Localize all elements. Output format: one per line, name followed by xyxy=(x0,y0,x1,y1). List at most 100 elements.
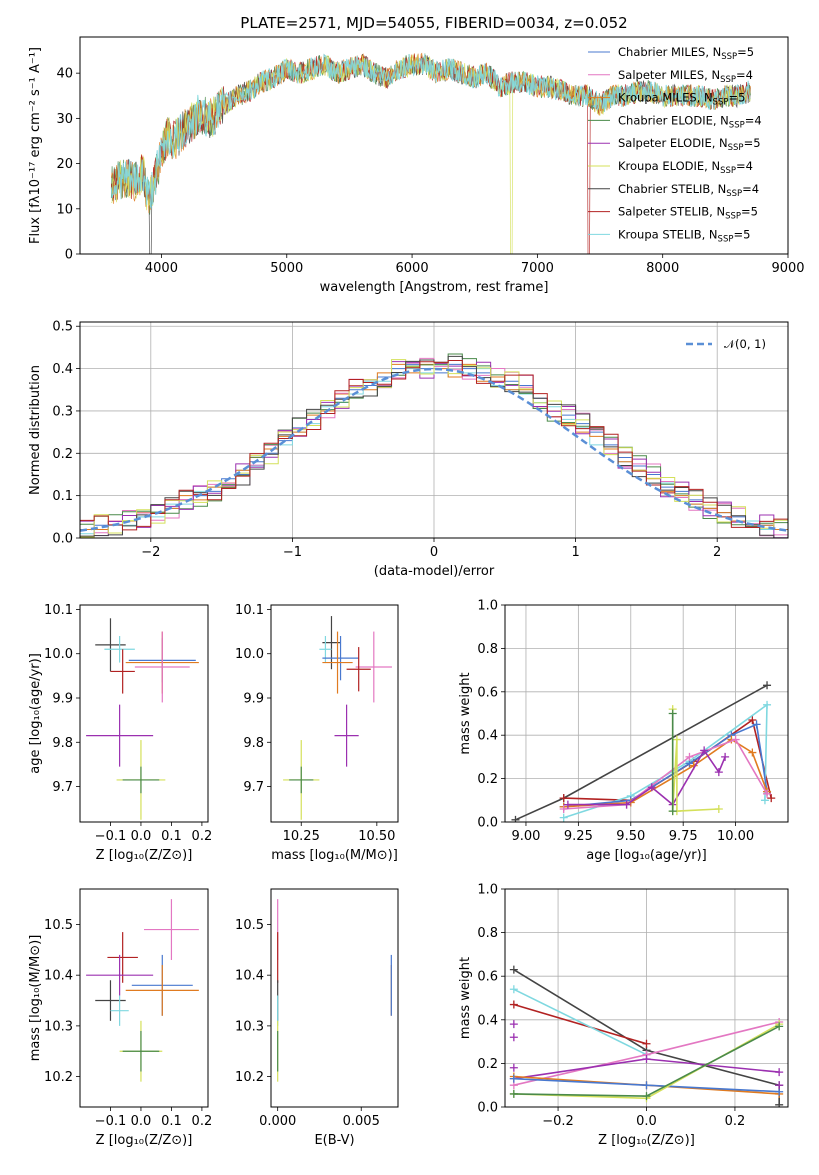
legend-label-sub: SSP xyxy=(720,75,736,85)
massweight_vs_Z-xtick-label: −0.2 xyxy=(542,1114,574,1129)
massweight_vs_age-series-salpeter-stelib-marker xyxy=(748,716,757,725)
spectrum-xtick-label: 5000 xyxy=(270,261,303,276)
age_vs_Z-xtick-label: −0.1 xyxy=(95,829,127,844)
spectrum-xtick-label: 7000 xyxy=(521,261,554,276)
massweight_vs_Z-ytick-label: 0.4 xyxy=(477,1013,498,1028)
age_vs_mass-plot-area xyxy=(283,616,392,820)
spectrum-plot-area xyxy=(110,52,751,254)
massweight_vs_age-series-salpeter-stelib-marker xyxy=(767,794,776,803)
massweight_vs_age-xlabel: age [log₁₀(age/yr)] xyxy=(586,848,707,863)
legend-label-main: Kroupa MILES, N xyxy=(618,91,713,105)
legend-label-8: Kroupa STELIB, NSSP=5 xyxy=(618,227,750,244)
mass_vs_Z-point-salpeter-miles xyxy=(144,899,199,960)
age_vs_mass-ytick-label: 9.7 xyxy=(243,780,264,795)
massweight_vs_age-series-salpeter-elodie-marker xyxy=(721,752,730,761)
legend-label-7: Salpeter STELIB, NSSP=5 xyxy=(618,205,758,222)
massweight_vs_age-series-kroupa-stelib-marker xyxy=(760,796,769,805)
mass_vs_Z-point-kroupa-miles xyxy=(125,965,199,1016)
gaussian-legend-label: 𝒩(0, 1) xyxy=(724,337,766,351)
age_vs_Z-point-salpeter-elodie xyxy=(86,704,154,767)
residuals-xtick-label: 2 xyxy=(713,545,721,560)
massweight_vs_age-series-chabrier-elodie-marker xyxy=(668,807,677,816)
massweight_vs_age-frame xyxy=(504,604,789,823)
age_vs_Z-xlabel: Z [log₁₀(Z/Z⊙)] xyxy=(96,848,193,863)
massweight_vs_Z-ytick-label: 0.8 xyxy=(477,926,498,941)
age_vs_mass-point-chabrier-elodie xyxy=(289,766,314,794)
age_vs_Z-xtick-label: 0.1 xyxy=(161,829,182,844)
residuals-ytick-label: 0.4 xyxy=(52,362,73,377)
age_vs_Z-xtick-label: 0.2 xyxy=(192,829,213,844)
mass_vs_ebv-ytick-label: 10.2 xyxy=(235,1070,264,1085)
massweight_vs_Z-series-chabrier-stelib-marker xyxy=(509,965,518,974)
residuals-plot-area xyxy=(80,353,788,538)
massweight_vs_Z-ytick-label: 0.0 xyxy=(477,1101,498,1116)
figure-title: PLATE=2571, MJD=54055, FIBERID=0034, z=0… xyxy=(240,14,627,32)
massweight_vs_age-series-salpeter-elodie-marker xyxy=(700,746,709,755)
massweight_vs_Z-ytick-label: 1.0 xyxy=(477,883,498,898)
legend-label-3: Chabrier ELODIE, NSSP=4 xyxy=(618,113,762,130)
spectrum-xtick-label: 8000 xyxy=(646,261,679,276)
massweight_vs_age-xtick-label: 10.00 xyxy=(717,829,754,844)
massweight_vs_Z-xlabel: Z [log₁₀(Z/Z⊙)] xyxy=(598,1133,695,1148)
mass_vs_Z-xtick-label: 0.2 xyxy=(192,1114,213,1129)
age_vs_mass-ytick-label: 9.9 xyxy=(243,692,264,707)
massweight_vs_Z-series-chabrier-elodie-marker xyxy=(775,1022,784,1031)
legend-label-2: Kroupa MILES, NSSP=5 xyxy=(618,91,745,108)
mass_vs_Z-ytick-label: 10.3 xyxy=(44,1019,73,1034)
massweight_vs_age-series-kroupa-elodie-marker xyxy=(714,804,723,813)
massweight_vs_age-series-chabrier-miles xyxy=(563,723,768,808)
mass_vs_Z-xlabel: Z [log₁₀(Z/Z⊙)] xyxy=(96,1133,193,1148)
mass_vs_ebv-frame xyxy=(270,888,399,1108)
residuals-ytick-label: 0.0 xyxy=(52,532,73,547)
legend-label-5: Kroupa ELODIE, NSSP=4 xyxy=(618,159,753,176)
age_vs_Z-point-salpeter-stelib xyxy=(110,649,135,694)
age_vs_Z-ytick-label: 9.9 xyxy=(52,692,73,707)
legend-label-main: Chabrier MILES, N xyxy=(618,45,721,59)
legend-label-suffix: =4 xyxy=(736,159,753,173)
mass_vs_Z-ytick-label: 10.4 xyxy=(44,969,73,984)
massweight_vs_age-ytick-label: 0.0 xyxy=(477,816,498,831)
age_vs_mass-ytick-label: 10.0 xyxy=(235,647,264,662)
massweight_vs_Z-series-salpeter-stelib-marker xyxy=(509,1000,518,1009)
massweight_vs_Z-series-kroupa-stelib xyxy=(513,988,647,1056)
massweight_vs_age-series-chabrier-stelib-marker xyxy=(511,815,520,822)
age_vs_Z-point-kroupa-stelib xyxy=(104,636,135,663)
mass_vs_Z-frame xyxy=(79,888,209,1108)
massweight_vs_Z-series-salpeter-stelib xyxy=(513,1003,647,1045)
legend-label-main: Kroupa ELODIE, N xyxy=(618,159,720,173)
age_vs_mass-point-salpeter-stelib xyxy=(346,647,371,692)
massweight_vs_Z-series-chabrier-elodie-marker xyxy=(509,1089,518,1098)
residuals-ytick-label: 0.2 xyxy=(52,447,73,462)
spectrum-xtick-label: 9000 xyxy=(771,261,804,276)
massweight_vs_Z-series-salpeter-stelib-marker xyxy=(642,1039,651,1048)
massweight_vs_age-series-salpeter-elodie-marker xyxy=(714,768,723,777)
massweight_vs_age-series-salpeter-elodie-marker xyxy=(563,800,572,809)
massweight_vs_Z-ytick-label: 0.6 xyxy=(477,970,498,985)
legend-label-6: Chabrier STELIB, NSSP=4 xyxy=(618,182,759,199)
spectrum-xlabel: wavelength [Angstrom, rest frame] xyxy=(320,280,549,295)
spectrum-xtick-label: 4000 xyxy=(145,261,178,276)
mass_vs_ebv-xtick-label: 0.005 xyxy=(343,1114,380,1129)
mass_vs_Z-ytick-label: 10.5 xyxy=(44,918,73,933)
massweight_vs_age-xtick-label: 9.50 xyxy=(616,829,645,844)
age_vs_Z-ylabel: age [log₁₀(age/yr)] xyxy=(28,653,43,774)
massweight_vs_age-ytick-label: 0.6 xyxy=(477,685,498,700)
mass_vs_ebv-ytick-label: 10.5 xyxy=(235,918,264,933)
age_vs_mass-point-kroupa-miles xyxy=(322,631,353,694)
massweight_vs_Z-series-salpeter-elodie-marker xyxy=(642,1055,651,1064)
spectrum-ytick-label: 0 xyxy=(65,248,73,263)
age_vs_Z-frame xyxy=(79,604,209,823)
legend-label-suffix: =4 xyxy=(745,113,762,127)
massweight_vs_Z-plot-area xyxy=(509,965,784,1107)
massweight_vs_age-series-kroupa-miles xyxy=(563,738,768,808)
mass_vs_Z-ylabel: mass [log₁₀(M/M⊙)] xyxy=(28,935,43,1062)
legend-label-1: Salpeter MILES, NSSP=4 xyxy=(618,68,753,85)
legend-label-suffix: =4 xyxy=(736,68,753,82)
massweight_vs_age-series-salpeter-miles-marker xyxy=(685,752,694,761)
legend-label-suffix: =5 xyxy=(728,91,745,105)
age_vs_Z-plot-area xyxy=(86,618,199,820)
massweight_vs_Z-extra-marker xyxy=(509,1063,518,1072)
massweight_vs_age-series-kroupa-miles-marker xyxy=(748,748,757,757)
residuals-ytick-label: 0.3 xyxy=(52,404,73,419)
legend-label-sub: SSP xyxy=(721,52,737,62)
